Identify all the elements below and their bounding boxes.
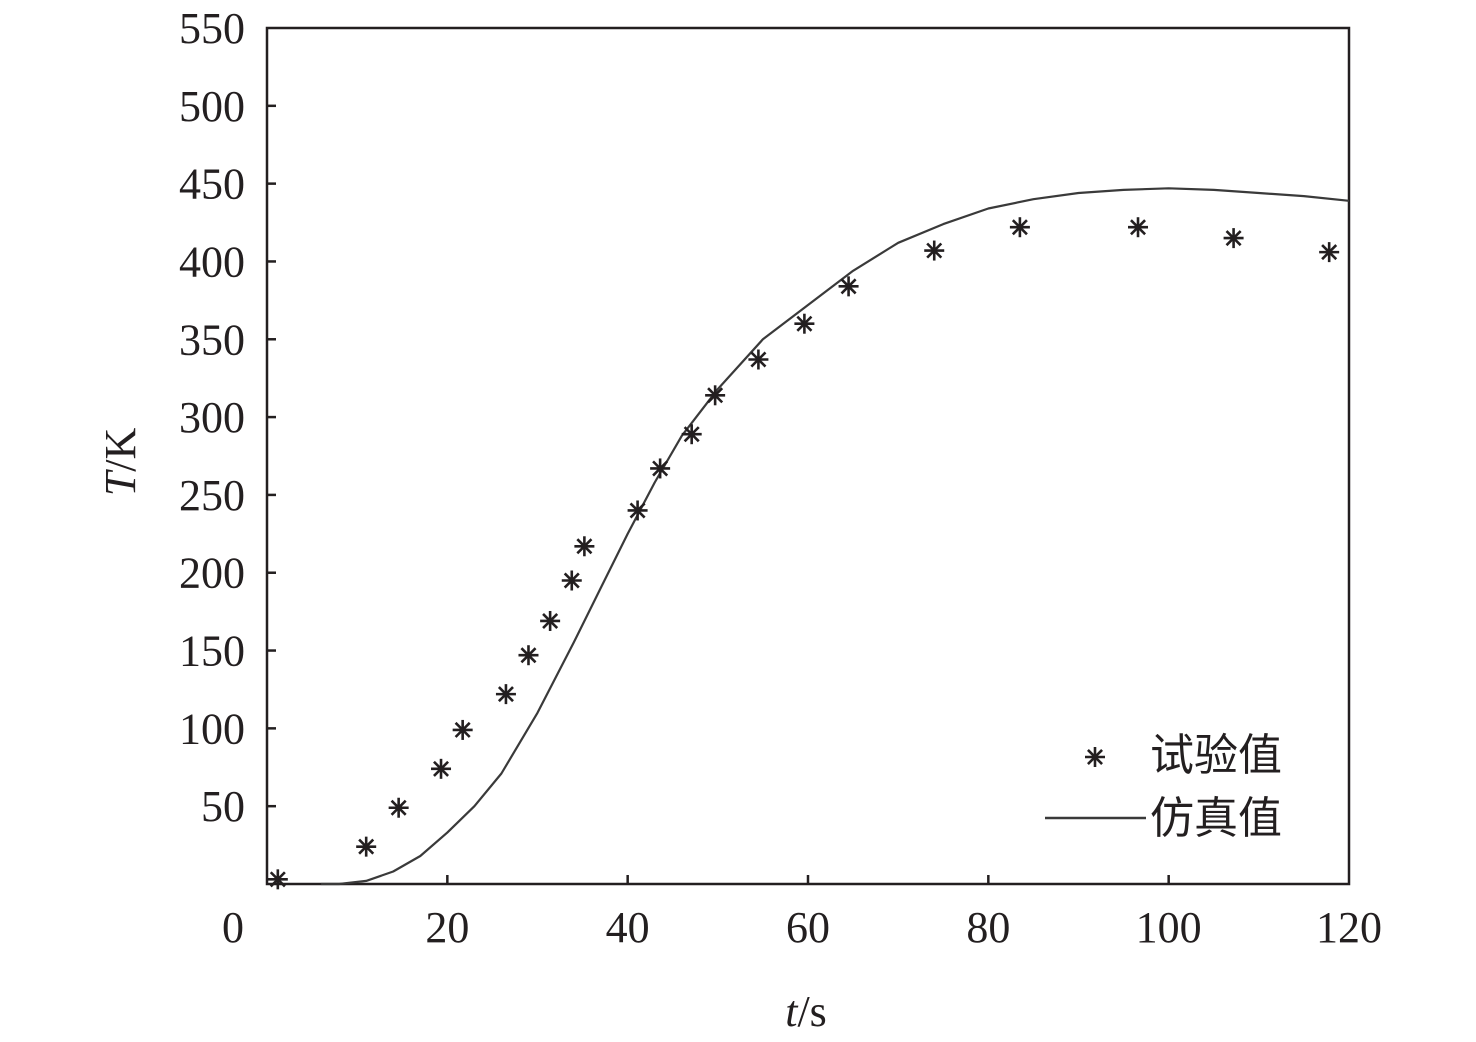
experiment-point — [705, 385, 726, 406]
x-axis: 0 20 40 60 80 100 120 — [222, 875, 1382, 952]
y-tick-label: 250 — [179, 471, 245, 520]
experiment-point — [1223, 228, 1244, 249]
y-tick-label: 100 — [179, 704, 245, 753]
experiment-point — [431, 758, 452, 779]
experiment-point — [794, 313, 815, 334]
experiment-point — [748, 349, 769, 370]
legend-label-simulation: 仿真值 — [1150, 794, 1282, 843]
x-tick-label: 60 — [786, 903, 830, 952]
experiment-point — [267, 869, 288, 890]
x-tick-label: 80 — [966, 903, 1010, 952]
y-tick-label: 200 — [179, 549, 245, 598]
x-tick-label: 100 — [1136, 903, 1202, 952]
simulation-series — [321, 187, 1350, 886]
x-tick-label: 20 — [425, 903, 469, 952]
y-tick-label: 400 — [179, 237, 245, 286]
x-tick-label: 120 — [1316, 903, 1382, 952]
experiment-point — [1319, 242, 1340, 263]
experiment-series — [267, 217, 1340, 890]
y-tick-label: 150 — [179, 627, 245, 676]
y-axis: 50 100 150 200 250 300 350 400 450 500 550 — [179, 4, 276, 831]
experiment-point — [1128, 217, 1149, 238]
experiment-point — [1009, 217, 1030, 238]
y-tick-label: 450 — [179, 160, 245, 209]
y-tick-label: 350 — [179, 315, 245, 364]
x-axis-label: t/s — [785, 987, 827, 1036]
y-tick-label: 300 — [179, 393, 245, 442]
x-tick-label: 0 — [222, 903, 244, 952]
experiment-point — [540, 610, 561, 631]
experiment-point — [561, 570, 582, 591]
y-tick-label: 550 — [179, 4, 245, 53]
asterisk-marker — [1085, 747, 1105, 767]
experiment-point — [495, 684, 516, 705]
experiment-point — [356, 836, 377, 857]
x-tick-label: 40 — [606, 903, 650, 952]
experiment-point — [681, 424, 702, 445]
experiment-point — [518, 645, 539, 666]
experiment-point — [924, 240, 945, 261]
experiment-point — [388, 797, 409, 818]
experiment-point — [650, 458, 671, 479]
y-tick-label: 50 — [201, 782, 245, 831]
experiment-point — [574, 536, 595, 557]
legend-asterisk-icon — [1085, 747, 1105, 767]
y-tick-label: 500 — [179, 82, 245, 131]
y-axis-label: T/K — [96, 428, 145, 497]
simulation-line — [321, 187, 1350, 886]
legend: 试验值 仿真值 — [1045, 731, 1282, 843]
experiment-point — [452, 719, 473, 740]
experiment-point — [627, 500, 648, 521]
experiment-point — [838, 276, 859, 297]
legend-label-experiment: 试验值 — [1150, 731, 1282, 780]
